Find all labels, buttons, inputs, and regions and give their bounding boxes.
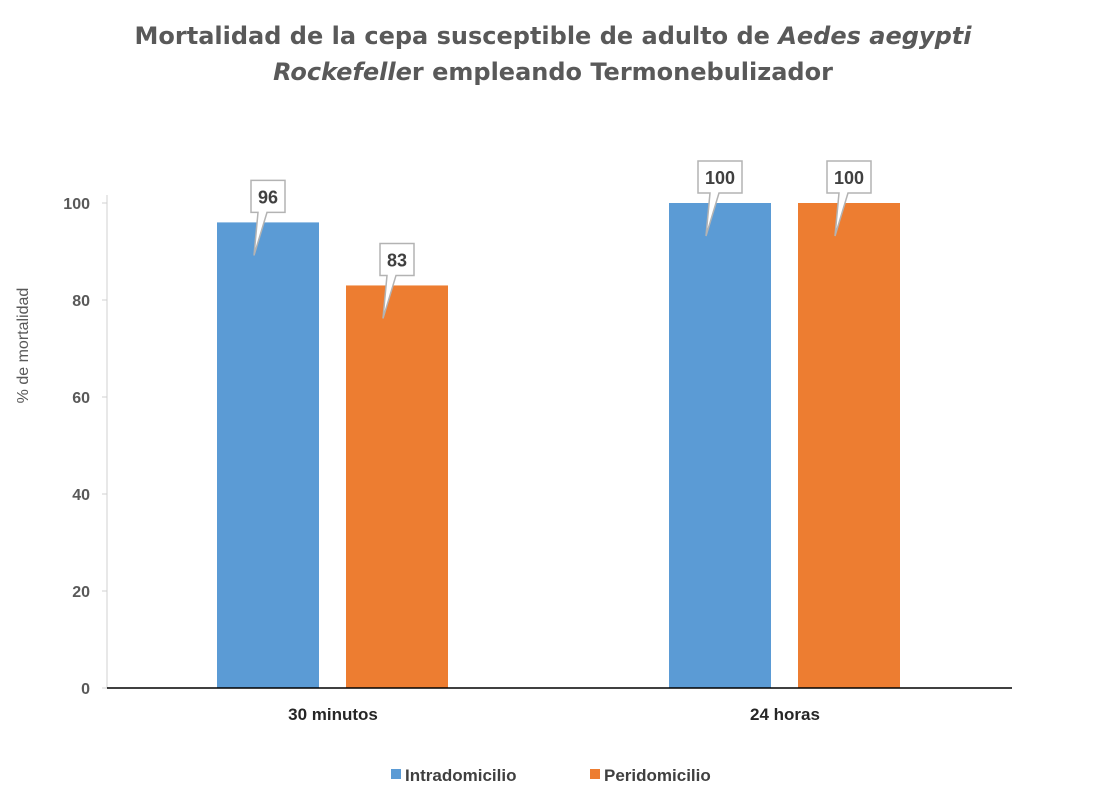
data-label-callout — [379, 242, 415, 319]
data-label: 100 — [826, 160, 872, 237]
y-tick-label: 100 — [63, 196, 90, 213]
legend-label: Intradomicilio — [405, 766, 516, 785]
bars — [217, 203, 900, 688]
data-label-value: 100 — [705, 168, 735, 188]
legend: Intradomicilio Peridomicilio — [391, 766, 711, 785]
y-axis: 0 20 40 60 80 100 % de mortalidad — [15, 195, 108, 698]
data-label: 83 — [379, 242, 415, 319]
legend-label: Peridomicilio — [604, 766, 711, 785]
y-tick-label: 20 — [72, 584, 90, 601]
data-label: 96 — [250, 179, 286, 256]
data-labels: 96 100 83 100 — [250, 160, 872, 319]
data-label-value: 96 — [258, 187, 278, 207]
x-axis: 30 minutos 24 horas — [107, 687, 1012, 724]
y-tick-label: 80 — [72, 293, 90, 310]
data-label-callout — [250, 179, 286, 256]
y-axis-title: % de mortalidad — [15, 288, 32, 404]
data-label-value: 83 — [387, 250, 407, 270]
data-label: 100 — [697, 160, 743, 237]
chart-title: Mortalidad de la cepa susceptible de adu… — [0, 18, 1106, 90]
legend-item-intradomicilio: Intradomicilio — [391, 766, 516, 785]
legend-swatch — [590, 769, 600, 779]
chart-title-line-1: Mortalidad de la cepa susceptible de adu… — [134, 22, 972, 50]
y-tick-label: 60 — [72, 390, 90, 407]
data-label-callout — [826, 160, 872, 237]
bar-intradomicilio-1 — [217, 222, 319, 688]
data-label-value: 100 — [834, 168, 864, 188]
x-category-label: 30 minutos — [288, 705, 378, 724]
chart-title-line-2: Rockefeller empleando Termonebulizador — [273, 58, 833, 86]
bar-intradomicilio-2 — [669, 203, 771, 688]
x-category-label: 24 horas — [750, 705, 820, 724]
bar-peridomicilio-2 — [798, 203, 900, 688]
data-label-callout — [697, 160, 743, 237]
legend-item-peridomicilio: Peridomicilio — [590, 766, 711, 785]
y-tick-label: 40 — [72, 487, 90, 504]
legend-swatch — [391, 769, 401, 779]
bar-peridomicilio-1 — [346, 285, 448, 688]
y-tick-label: 0 — [81, 681, 90, 698]
